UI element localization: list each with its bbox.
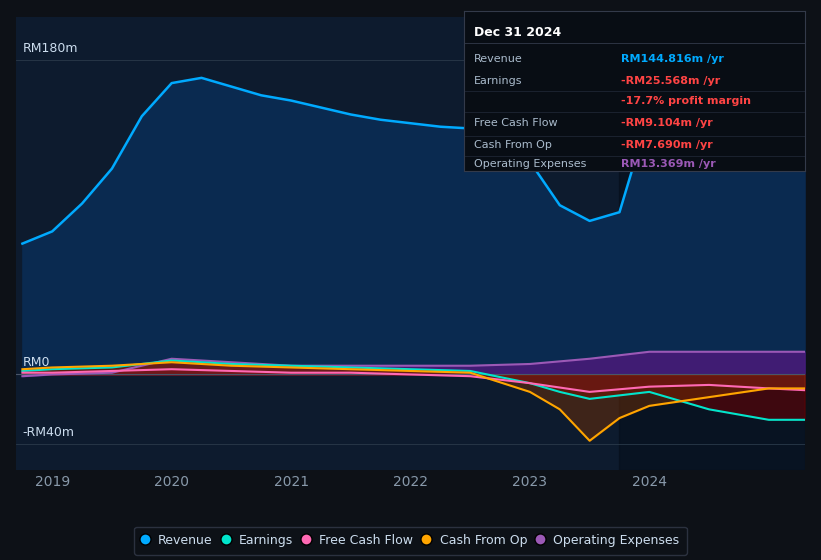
Text: -RM9.104m /yr: -RM9.104m /yr xyxy=(621,118,713,128)
Text: RM144.816m /yr: RM144.816m /yr xyxy=(621,54,723,64)
Text: -RM40m: -RM40m xyxy=(22,426,75,439)
Text: Dec 31 2024: Dec 31 2024 xyxy=(474,26,562,39)
Text: -RM7.690m /yr: -RM7.690m /yr xyxy=(621,140,713,150)
Text: RM180m: RM180m xyxy=(22,42,78,55)
Bar xyxy=(620,17,805,470)
Text: Free Cash Flow: Free Cash Flow xyxy=(474,118,557,128)
Text: -RM25.568m /yr: -RM25.568m /yr xyxy=(621,76,720,86)
Text: Earnings: Earnings xyxy=(474,76,523,86)
Text: Cash From Op: Cash From Op xyxy=(474,140,552,150)
Text: Revenue: Revenue xyxy=(474,54,523,64)
Text: RM0: RM0 xyxy=(22,356,50,369)
Legend: Revenue, Earnings, Free Cash Flow, Cash From Op, Operating Expenses: Revenue, Earnings, Free Cash Flow, Cash … xyxy=(134,527,687,555)
Text: RM13.369m /yr: RM13.369m /yr xyxy=(621,160,715,170)
Text: Operating Expenses: Operating Expenses xyxy=(474,160,586,170)
Text: -17.7% profit margin: -17.7% profit margin xyxy=(621,96,750,106)
